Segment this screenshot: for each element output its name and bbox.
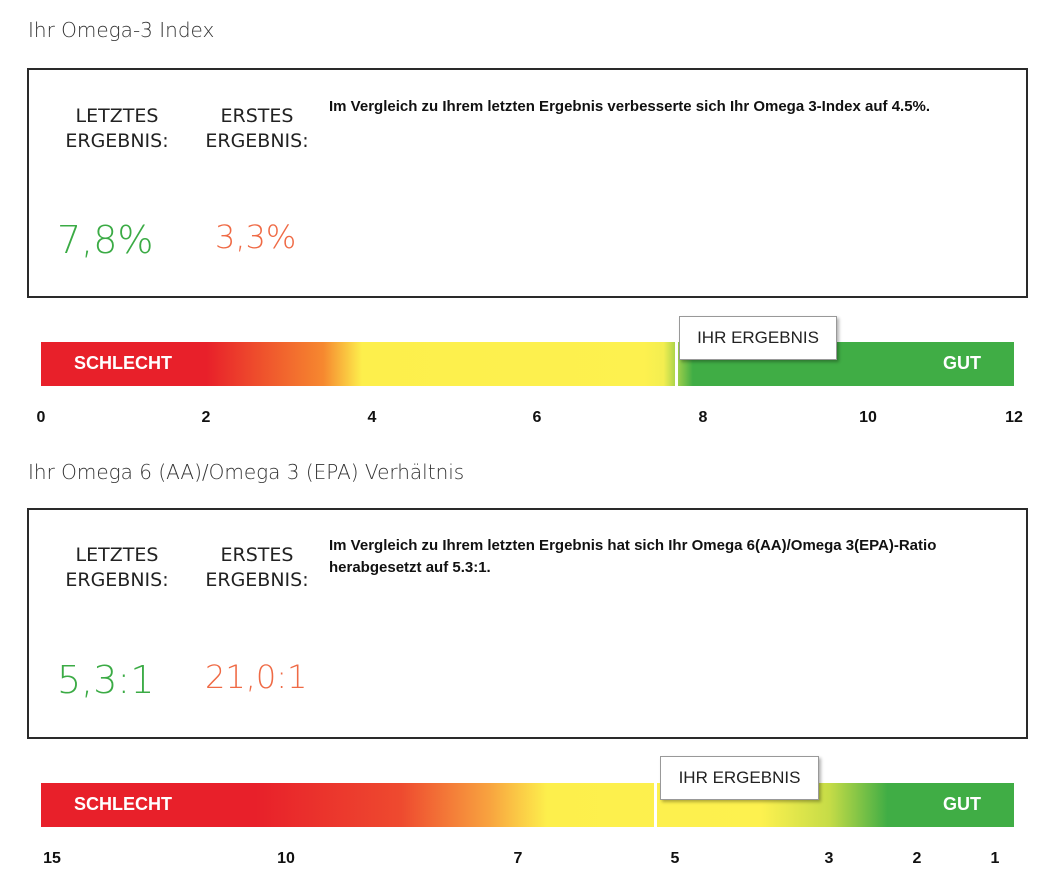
ratio-last-result-value: 5,3:1 bbox=[57, 658, 155, 702]
omega3-result-marker: IHR ERGEBNIS bbox=[679, 316, 837, 360]
scale-tick: 10 bbox=[859, 409, 877, 426]
scale-tick: 12 bbox=[1005, 409, 1023, 426]
omega3-scale-good-label: GUT bbox=[943, 353, 981, 373]
ratio-result-marker: IHR ERGEBNIS bbox=[660, 756, 819, 800]
ratio-scale-bad-label: SCHLECHT bbox=[74, 794, 172, 814]
omega3-first-result-label: ERSTES ERGEBNIS: bbox=[205, 105, 309, 152]
ratio-result-panel: LETZTES ERGEBNIS: ERSTES ERGEBNIS: Im Ve… bbox=[27, 508, 1028, 739]
scale-tick: 0 bbox=[36, 409, 46, 426]
scale-tick: 2 bbox=[201, 409, 211, 426]
omega3-result-panel: LETZTES ERGEBNIS: ERSTES ERGEBNIS: Im Ve… bbox=[27, 68, 1028, 298]
scale-tick: 15 bbox=[43, 850, 61, 867]
ratio-rating-scale: SCHLECHT GUT bbox=[41, 783, 1014, 827]
ratio-scale-good-label: GUT bbox=[943, 794, 981, 814]
ratio-first-result-label: ERSTES ERGEBNIS: bbox=[205, 544, 309, 591]
omega3-comparison-text: Im Vergleich zu Ihrem letzten Ergebnis v… bbox=[329, 98, 931, 115]
omega3-rating-scale: SCHLECHT GUT bbox=[41, 342, 1014, 386]
omega3-first-result-value: 3,3% bbox=[215, 218, 297, 256]
scale-tick: 10 bbox=[277, 850, 295, 867]
ratio-first-result-value: 21,0:1 bbox=[205, 658, 308, 696]
scale-tick: 1 bbox=[990, 850, 1000, 867]
omega3-last-result-label: LETZTES ERGEBNIS: bbox=[65, 105, 169, 152]
ratio-comparison-text: Im Vergleich zu Ihrem letzten Ergebnis h… bbox=[329, 537, 937, 576]
scale-tick: 5 bbox=[670, 850, 680, 867]
scale-tick: 8 bbox=[698, 409, 708, 426]
ratio-result-marker-line bbox=[654, 783, 657, 827]
omega3-section-title: Ihr Omega-3 Index bbox=[28, 18, 215, 42]
scale-tick: 6 bbox=[532, 409, 542, 426]
scale-tick: 2 bbox=[912, 850, 922, 867]
ratio-last-result-label: LETZTES ERGEBNIS: bbox=[65, 544, 169, 591]
scale-tick: 7 bbox=[513, 850, 523, 867]
omega3-last-result-value: 7,8% bbox=[57, 218, 154, 262]
scale-tick: 3 bbox=[824, 850, 834, 867]
omega3-result-marker-line bbox=[675, 342, 678, 386]
ratio-section-title: Ihr Omega 6 (AA)/Omega 3 (EPA) Verhältni… bbox=[28, 460, 465, 484]
scale-tick: 4 bbox=[367, 409, 377, 426]
omega3-scale-bad-label: SCHLECHT bbox=[74, 353, 172, 373]
